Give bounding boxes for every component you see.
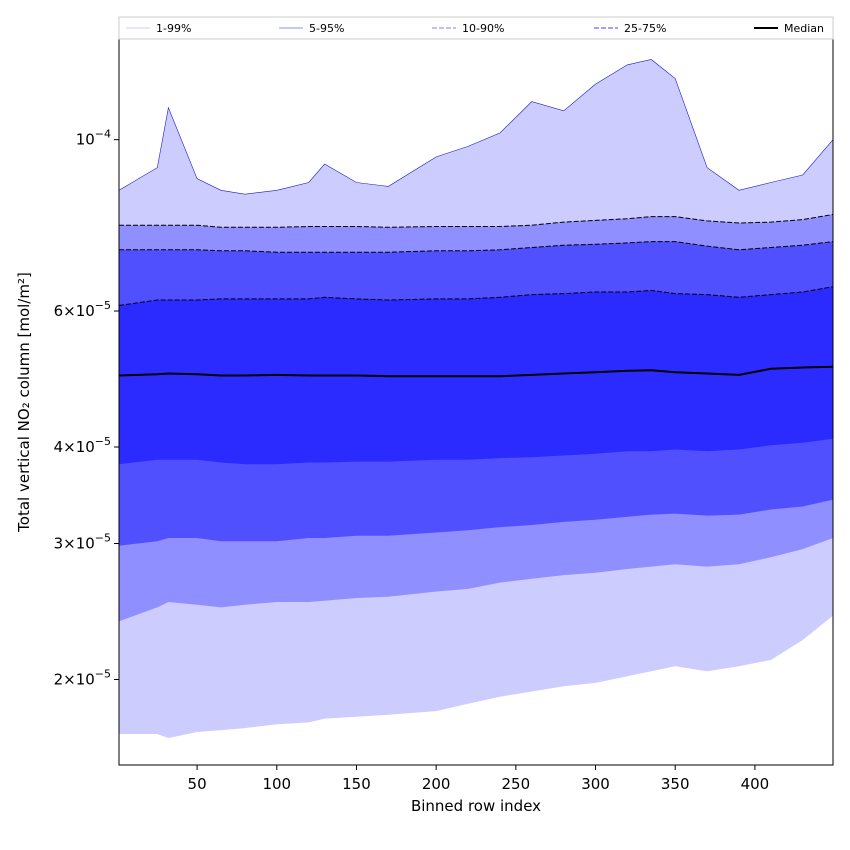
legend-label: 25-75% bbox=[624, 22, 666, 35]
plot-area bbox=[118, 59, 834, 738]
x-tick-label: 150 bbox=[342, 775, 371, 793]
x-axis: 50 100 150 200 250 300 350 400 bbox=[188, 765, 770, 793]
x-tick-label: 250 bbox=[502, 775, 531, 793]
x-tick-label: 400 bbox=[741, 775, 770, 793]
x-tick-label: 300 bbox=[581, 775, 610, 793]
x-tick-label: 350 bbox=[661, 775, 690, 793]
band-upper-line-5-95 bbox=[119, 214, 834, 228]
legend-label: 1-99% bbox=[156, 22, 191, 35]
x-axis-label: Binned row index bbox=[411, 797, 541, 815]
legend-box bbox=[118, 16, 834, 40]
band-upper-line-1-99 bbox=[118, 59, 834, 195]
legend-label: 5-95% bbox=[309, 22, 344, 35]
median-line bbox=[118, 365, 834, 378]
legend-label: 10-90% bbox=[462, 22, 504, 35]
x-tick-label: 100 bbox=[262, 775, 291, 793]
y-axis-label: Total vertical NO₂ column [mol/m²] bbox=[15, 272, 33, 533]
band-upper-line-25-75 bbox=[118, 286, 834, 306]
median-layer bbox=[118, 365, 834, 378]
legend-label: Median bbox=[784, 22, 824, 35]
x-tick-label: 50 bbox=[188, 775, 207, 793]
legend: 1-99% 5-95% 10-90% 25-75% Median bbox=[118, 16, 834, 40]
band-upper-line-10-90 bbox=[119, 241, 834, 253]
x-tick-label: 200 bbox=[422, 775, 451, 793]
